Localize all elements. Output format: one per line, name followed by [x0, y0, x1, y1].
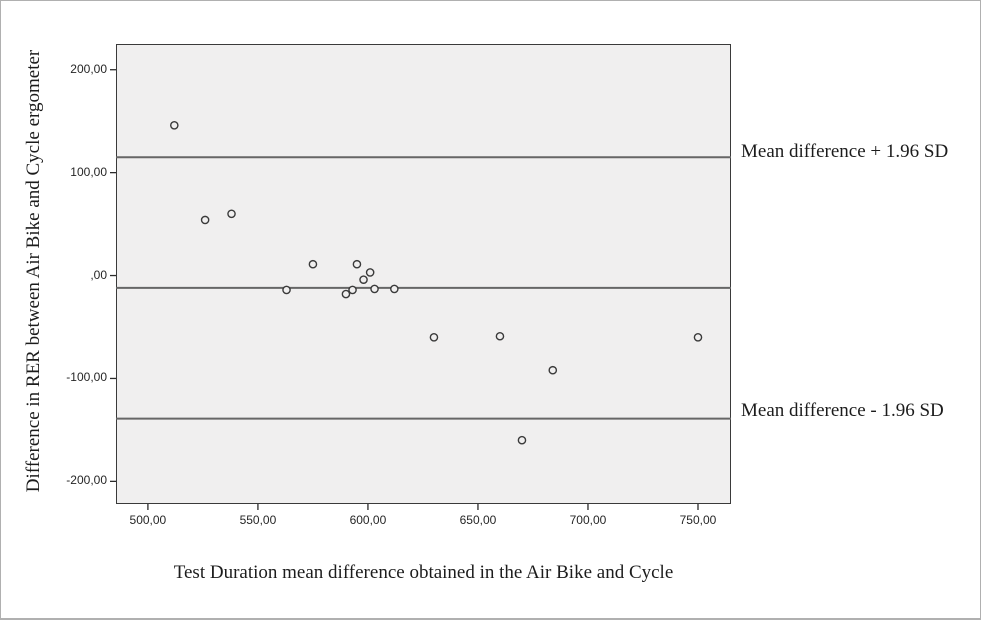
- lower-limit-annotation: Mean difference - 1.96 SD: [741, 400, 944, 421]
- x-tick-label: 600,00: [349, 513, 387, 527]
- y-tick-label: 200,00: [70, 61, 107, 76]
- x-tick-label: 750,00: [679, 513, 717, 527]
- y-tick-label: -200,00: [66, 473, 107, 488]
- x-axis-title: Test Duration mean difference obtained i…: [173, 562, 674, 583]
- x-tick-label: 500,00: [129, 513, 167, 527]
- y-tick-label: -100,00: [66, 370, 107, 385]
- upper-limit-annotation: Mean difference + 1.96 SD: [741, 141, 949, 162]
- x-tick-label: 550,00: [239, 513, 277, 527]
- x-tick-label: 700,00: [569, 513, 607, 527]
- plot-area: [116, 44, 731, 504]
- y-tick-label: 100,00: [70, 164, 107, 179]
- y-tick-label: ,00: [90, 267, 107, 282]
- x-tick-label: 650,00: [459, 513, 497, 527]
